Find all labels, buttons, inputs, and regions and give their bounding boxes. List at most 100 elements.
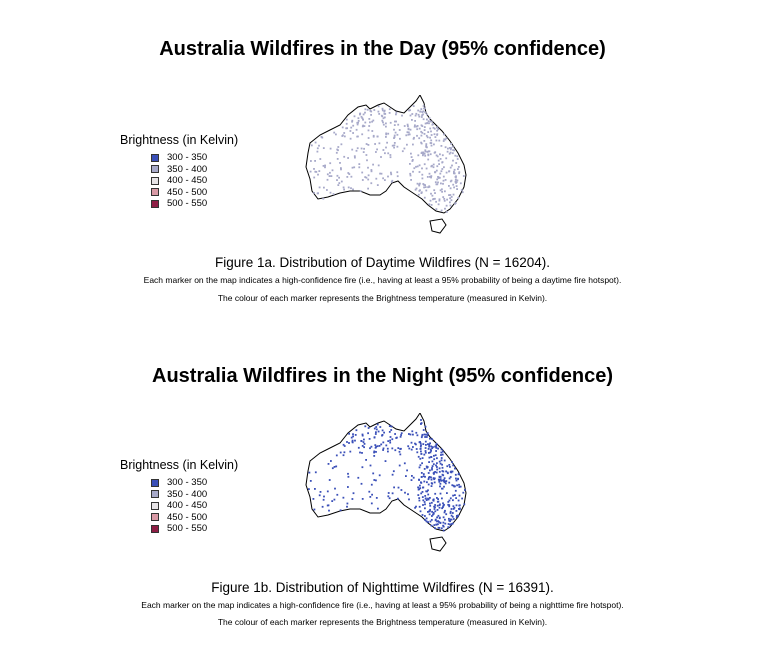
fire-marker (371, 493, 373, 496)
fire-marker (453, 170, 455, 173)
fire-marker (449, 194, 452, 196)
fire-marker (444, 138, 447, 141)
fire-marker (424, 519, 427, 521)
fire-marker (439, 462, 442, 465)
fire-marker (367, 129, 370, 132)
fire-marker (365, 143, 368, 145)
fire-marker (419, 445, 422, 448)
fire-marker (428, 117, 431, 119)
fire-marker (391, 144, 394, 147)
fire-marker (399, 453, 402, 456)
fire-marker (317, 173, 319, 176)
fire-marker (343, 155, 346, 158)
fire-marker (361, 125, 364, 128)
fire-marker (455, 479, 458, 482)
fire-marker (424, 507, 426, 510)
fire-marker (428, 513, 431, 516)
fire-marker (349, 130, 352, 132)
fire-marker (419, 448, 422, 450)
fire-marker (433, 458, 436, 461)
fire-marker (417, 193, 420, 196)
fire-marker (390, 181, 393, 183)
fire-marker (374, 444, 377, 446)
fire-marker (427, 120, 430, 123)
fire-marker (398, 464, 401, 467)
fire-marker (400, 434, 402, 436)
fire-marker (445, 137, 448, 140)
fire-marker (360, 482, 363, 485)
fire-marker (432, 163, 435, 166)
fire-marker (436, 468, 439, 471)
night-legend-item: 500 - 550 (151, 523, 238, 535)
day-australia-map (305, 95, 467, 234)
fire-marker (431, 515, 433, 517)
fire-marker (421, 111, 424, 113)
fire-marker (437, 498, 439, 500)
fire-marker (429, 448, 432, 451)
fire-marker (383, 112, 386, 115)
fire-marker (397, 486, 400, 489)
fire-marker (462, 491, 465, 494)
fire-marker (451, 484, 454, 487)
fire-marker (422, 154, 424, 157)
fire-marker (426, 490, 428, 493)
fire-marker (408, 133, 411, 136)
fire-marker (435, 444, 438, 447)
fire-marker (385, 132, 388, 135)
legend-label: 350 - 400 (167, 488, 208, 500)
fire-marker (376, 423, 379, 426)
fire-marker (429, 508, 431, 511)
fire-marker (422, 504, 424, 506)
fire-marker (441, 497, 443, 500)
fire-marker (446, 465, 449, 468)
fire-marker (428, 456, 431, 459)
fire-marker (351, 440, 354, 443)
night-legend-item: 350 - 400 (151, 489, 238, 501)
fire-marker (448, 505, 451, 508)
fire-marker (393, 134, 396, 137)
fire-marker (430, 449, 432, 452)
fire-marker (439, 522, 442, 524)
fire-marker (440, 479, 443, 482)
fire-marker (385, 136, 387, 138)
fire-marker (370, 114, 372, 116)
fire-marker (423, 107, 425, 110)
fire-marker (387, 132, 390, 135)
fire-marker (458, 494, 461, 497)
fire-marker (449, 187, 452, 190)
fire-marker (404, 491, 406, 494)
fire-marker (428, 203, 431, 206)
fire-marker (439, 475, 442, 478)
fire-marker (434, 492, 437, 495)
fire-marker (368, 118, 371, 120)
fire-marker (373, 109, 376, 111)
fire-marker (435, 169, 438, 172)
fire-marker (407, 131, 410, 134)
fire-marker (382, 149, 385, 151)
fire-marker (337, 184, 340, 186)
fire-marker (428, 122, 430, 125)
fire-marker (429, 469, 431, 472)
fire-marker (427, 158, 430, 161)
fire-marker (426, 136, 429, 139)
fire-marker (362, 118, 364, 121)
fire-marker (381, 109, 384, 112)
fire-marker (449, 204, 452, 207)
fire-marker (314, 160, 316, 162)
night-title: Australia Wildfires in the Night (95% co… (152, 365, 613, 387)
fire-marker (361, 433, 364, 436)
fire-marker (428, 510, 431, 513)
fire-marker (425, 517, 428, 520)
fire-marker (436, 504, 439, 507)
fire-marker (331, 500, 334, 502)
fire-marker (419, 484, 421, 487)
fire-marker (442, 140, 445, 142)
legend-swatch (151, 188, 159, 197)
fire-marker (415, 448, 418, 450)
fire-marker (419, 510, 422, 513)
fire-marker (314, 170, 317, 173)
fire-marker (449, 148, 452, 151)
fire-marker (399, 448, 402, 450)
fire-marker (439, 189, 442, 192)
fire-marker (436, 497, 438, 499)
